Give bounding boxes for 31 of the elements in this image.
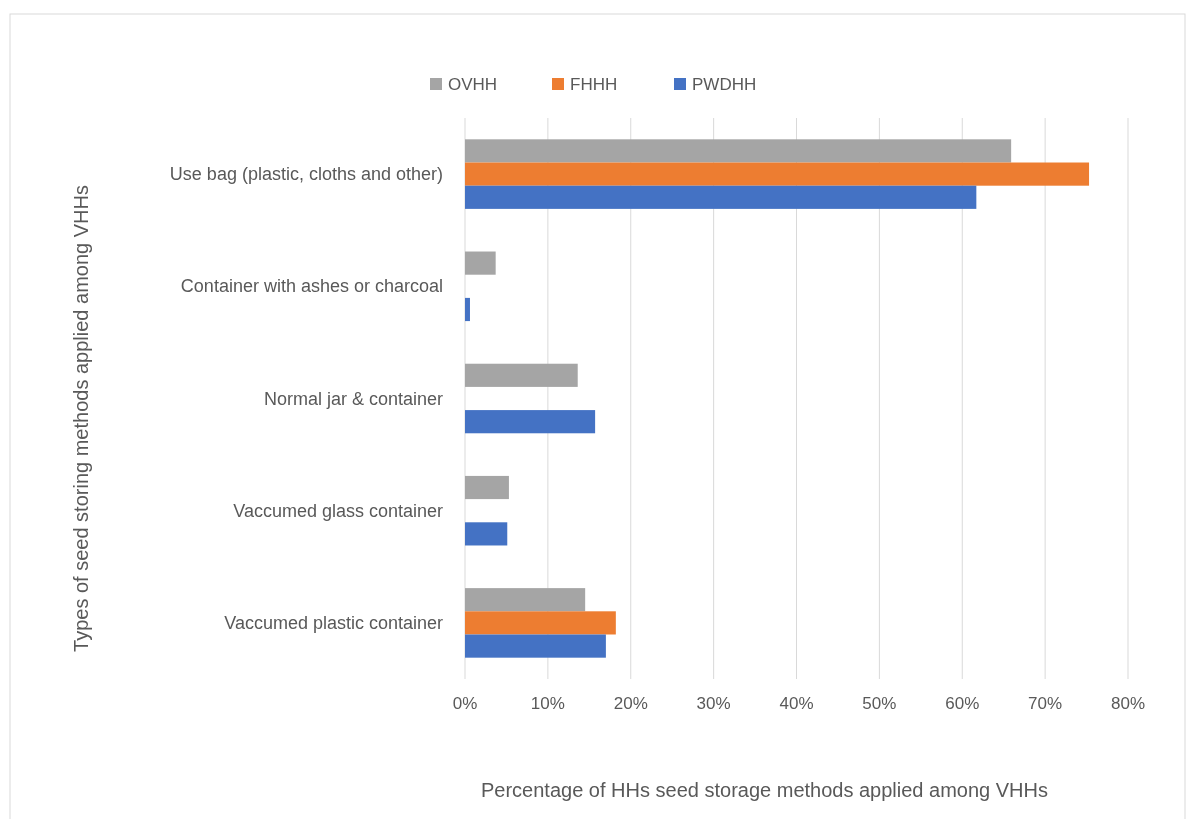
y-tick-label: Normal jar & container <box>263 388 443 409</box>
x-tick-label: 80% <box>1110 694 1146 713</box>
x-tick-label: 70% <box>1028 694 1063 713</box>
y-tick-label: Vaccumed glass container <box>233 500 443 521</box>
x-tick-label: 20% <box>613 694 648 713</box>
y-tick-label: Use bag (plastic, cloths and other) <box>169 164 443 185</box>
bar <box>465 522 508 546</box>
y-tick-label: Container with ashes or charcoal <box>180 276 443 297</box>
x-tick-label: 50% <box>862 694 897 713</box>
bar <box>465 363 578 387</box>
x-tick-label: 60% <box>945 694 980 713</box>
x-axis-title: Percentage of HHs seed storage methods applied among VHHs <box>481 779 1048 801</box>
bar <box>465 634 606 658</box>
legend-label: FHHH <box>570 75 618 94</box>
x-tick-label: 30% <box>696 694 731 713</box>
legend-label: PWDHH <box>692 75 757 94</box>
bar <box>465 611 616 635</box>
x-tick-label: 10% <box>530 694 565 713</box>
bar <box>465 139 1012 163</box>
legend-label: OVHH <box>448 75 498 94</box>
x-tick-label: 0% <box>452 694 478 713</box>
bar <box>465 162 1090 186</box>
y-tick-label: Vaccumed plastic container <box>224 612 443 633</box>
bar <box>465 251 496 275</box>
x-tick-label: 40% <box>779 694 814 713</box>
bar <box>465 475 509 500</box>
bar <box>465 410 596 434</box>
bar <box>465 185 977 209</box>
bar <box>465 297 470 322</box>
bar <box>465 588 586 612</box>
y-axis-title: Types of seed storing methods applied among VHHs <box>70 185 92 652</box>
